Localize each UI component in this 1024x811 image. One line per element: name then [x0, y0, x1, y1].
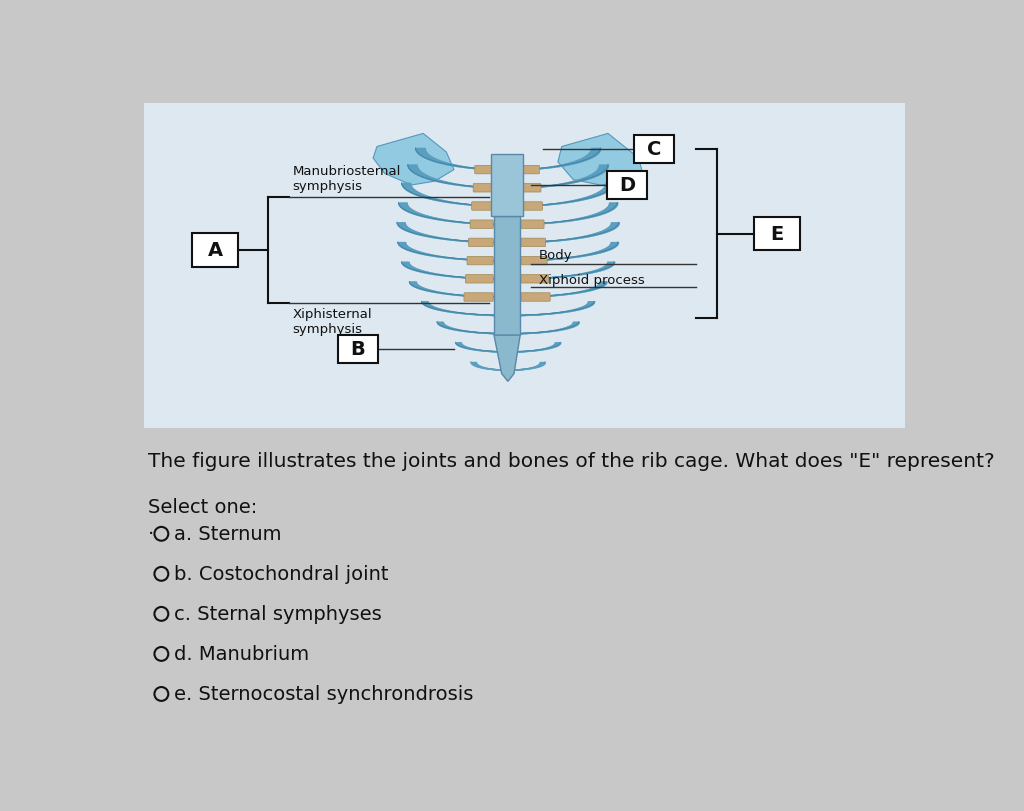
Bar — [755, 217, 801, 251]
Text: b. Costochondral joint: b. Costochondral joint — [174, 564, 389, 584]
Polygon shape — [558, 135, 643, 186]
Bar — [634, 135, 674, 164]
FancyBboxPatch shape — [469, 239, 494, 247]
Text: Xiphisternal
symphysis: Xiphisternal symphysis — [292, 308, 372, 336]
Text: a. Sternum: a. Sternum — [174, 525, 282, 543]
Text: The figure illustrates the joints and bones of the rib cage. What does "E" repre: The figure illustrates the joints and bo… — [147, 451, 994, 470]
Text: C: C — [647, 140, 662, 159]
FancyBboxPatch shape — [521, 221, 544, 230]
FancyBboxPatch shape — [521, 184, 541, 193]
Polygon shape — [373, 135, 454, 186]
Text: Manubriosternal
symphysis: Manubriosternal symphysis — [292, 165, 400, 193]
FancyBboxPatch shape — [472, 203, 494, 211]
FancyBboxPatch shape — [521, 239, 546, 247]
Text: Xiphoid process: Xiphoid process — [539, 273, 644, 286]
Polygon shape — [494, 336, 520, 382]
Bar — [607, 172, 647, 200]
Bar — [338, 336, 378, 363]
Bar — [193, 234, 239, 268]
Text: ·: · — [148, 525, 155, 543]
FancyBboxPatch shape — [466, 275, 494, 284]
FancyBboxPatch shape — [475, 166, 494, 174]
FancyBboxPatch shape — [521, 257, 547, 265]
Text: c. Sternal symphyses: c. Sternal symphyses — [174, 605, 382, 624]
Text: d. Manubrium: d. Manubrium — [174, 645, 309, 663]
Text: Select one:: Select one: — [147, 497, 257, 517]
FancyBboxPatch shape — [521, 203, 543, 211]
Text: B: B — [350, 340, 366, 359]
FancyBboxPatch shape — [473, 184, 494, 193]
FancyBboxPatch shape — [521, 166, 540, 174]
FancyBboxPatch shape — [470, 221, 494, 230]
Text: D: D — [620, 176, 635, 195]
FancyBboxPatch shape — [521, 294, 550, 302]
FancyBboxPatch shape — [467, 257, 494, 265]
Text: Body: Body — [539, 249, 572, 262]
Bar — [490, 155, 523, 217]
Bar — [494, 217, 520, 336]
Bar — [144, 104, 905, 428]
FancyBboxPatch shape — [521, 275, 549, 284]
Text: E: E — [771, 225, 784, 243]
Text: e. Sternocostal synchrondrosis: e. Sternocostal synchrondrosis — [174, 684, 474, 704]
FancyBboxPatch shape — [464, 294, 494, 302]
Text: A: A — [208, 241, 223, 260]
